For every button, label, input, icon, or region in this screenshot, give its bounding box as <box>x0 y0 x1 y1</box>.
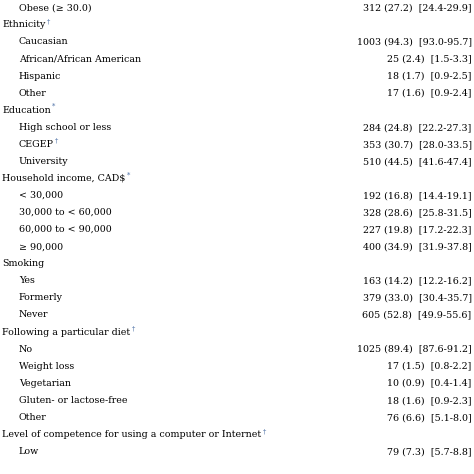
Text: No: No <box>19 345 33 354</box>
Text: †: † <box>47 18 50 26</box>
Text: †: † <box>131 325 135 333</box>
Text: 18 (1.6)  [0.9-2.3]: 18 (1.6) [0.9-2.3] <box>387 396 472 405</box>
Text: Ethnicity: Ethnicity <box>2 20 46 29</box>
Text: 312 (27.2)  [24.4-29.9]: 312 (27.2) [24.4-29.9] <box>363 3 472 12</box>
Text: 227 (19.8)  [17.2-22.3]: 227 (19.8) [17.2-22.3] <box>363 225 472 234</box>
Text: 1025 (89.4)  [87.6-91.2]: 1025 (89.4) [87.6-91.2] <box>357 345 472 354</box>
Text: 1003 (94.3)  [93.0-95.7]: 1003 (94.3) [93.0-95.7] <box>356 37 472 46</box>
Text: 18 (1.7)  [0.9-2.5]: 18 (1.7) [0.9-2.5] <box>387 72 472 81</box>
Text: 60,000 to < 90,000: 60,000 to < 90,000 <box>19 225 112 234</box>
Text: Other: Other <box>19 89 47 98</box>
Text: University: University <box>19 157 69 166</box>
Text: African/African American: African/African American <box>19 55 141 64</box>
Text: 17 (1.5)  [0.8-2.2]: 17 (1.5) [0.8-2.2] <box>387 362 472 371</box>
Text: Following a particular diet: Following a particular diet <box>2 328 130 337</box>
Text: High school or less: High school or less <box>19 123 111 132</box>
Text: †: † <box>55 137 58 145</box>
Text: Weight loss: Weight loss <box>19 362 74 371</box>
Text: *: * <box>127 171 130 179</box>
Text: Formerly: Formerly <box>19 293 63 302</box>
Text: Education: Education <box>2 106 51 115</box>
Text: 400 (34.9)  [31.9-37.8]: 400 (34.9) [31.9-37.8] <box>363 242 472 251</box>
Text: < 30,000: < 30,000 <box>19 191 63 200</box>
Text: CEGEP: CEGEP <box>19 140 54 149</box>
Text: Yes: Yes <box>19 276 35 285</box>
Text: Vegetarian: Vegetarian <box>19 379 71 388</box>
Text: 25 (2.4)  [1.5-3.3]: 25 (2.4) [1.5-3.3] <box>387 55 472 64</box>
Text: 510 (44.5)  [41.6-47.4]: 510 (44.5) [41.6-47.4] <box>363 157 472 166</box>
Text: 79 (7.3)  [5.7-8.8]: 79 (7.3) [5.7-8.8] <box>387 447 472 456</box>
Text: Hispanic: Hispanic <box>19 72 61 81</box>
Text: Household income, CAD$: Household income, CAD$ <box>2 174 126 183</box>
Text: 284 (24.8)  [22.2-27.3]: 284 (24.8) [22.2-27.3] <box>363 123 472 132</box>
Text: Obese (≥ 30.0): Obese (≥ 30.0) <box>19 3 91 12</box>
Text: 353 (30.7)  [28.0-33.5]: 353 (30.7) [28.0-33.5] <box>363 140 472 149</box>
Text: 192 (16.8)  [14.4-19.1]: 192 (16.8) [14.4-19.1] <box>363 191 472 200</box>
Text: 76 (6.6)  [5.1-8.0]: 76 (6.6) [5.1-8.0] <box>387 413 472 422</box>
Text: Smoking: Smoking <box>2 259 45 268</box>
Text: Never: Never <box>19 310 48 319</box>
Text: Caucasian: Caucasian <box>19 37 69 46</box>
Text: 605 (52.8)  [49.9-55.6]: 605 (52.8) [49.9-55.6] <box>363 310 472 319</box>
Text: †: † <box>263 427 266 435</box>
Text: Low: Low <box>19 447 39 456</box>
Text: Level of competence for using a computer or Internet: Level of competence for using a computer… <box>2 430 262 439</box>
Text: 17 (1.6)  [0.9-2.4]: 17 (1.6) [0.9-2.4] <box>387 89 472 98</box>
Text: *: * <box>52 103 55 111</box>
Text: 163 (14.2)  [12.2-16.2]: 163 (14.2) [12.2-16.2] <box>363 276 472 285</box>
Text: 30,000 to < 60,000: 30,000 to < 60,000 <box>19 208 112 217</box>
Text: Other: Other <box>19 413 47 422</box>
Text: 328 (28.6)  [25.8-31.5]: 328 (28.6) [25.8-31.5] <box>363 208 472 217</box>
Text: Gluten- or lactose-free: Gluten- or lactose-free <box>19 396 128 405</box>
Text: 10 (0.9)  [0.4-1.4]: 10 (0.9) [0.4-1.4] <box>387 379 472 388</box>
Text: ≥ 90,000: ≥ 90,000 <box>19 242 63 251</box>
Text: 379 (33.0)  [30.4-35.7]: 379 (33.0) [30.4-35.7] <box>363 293 472 302</box>
